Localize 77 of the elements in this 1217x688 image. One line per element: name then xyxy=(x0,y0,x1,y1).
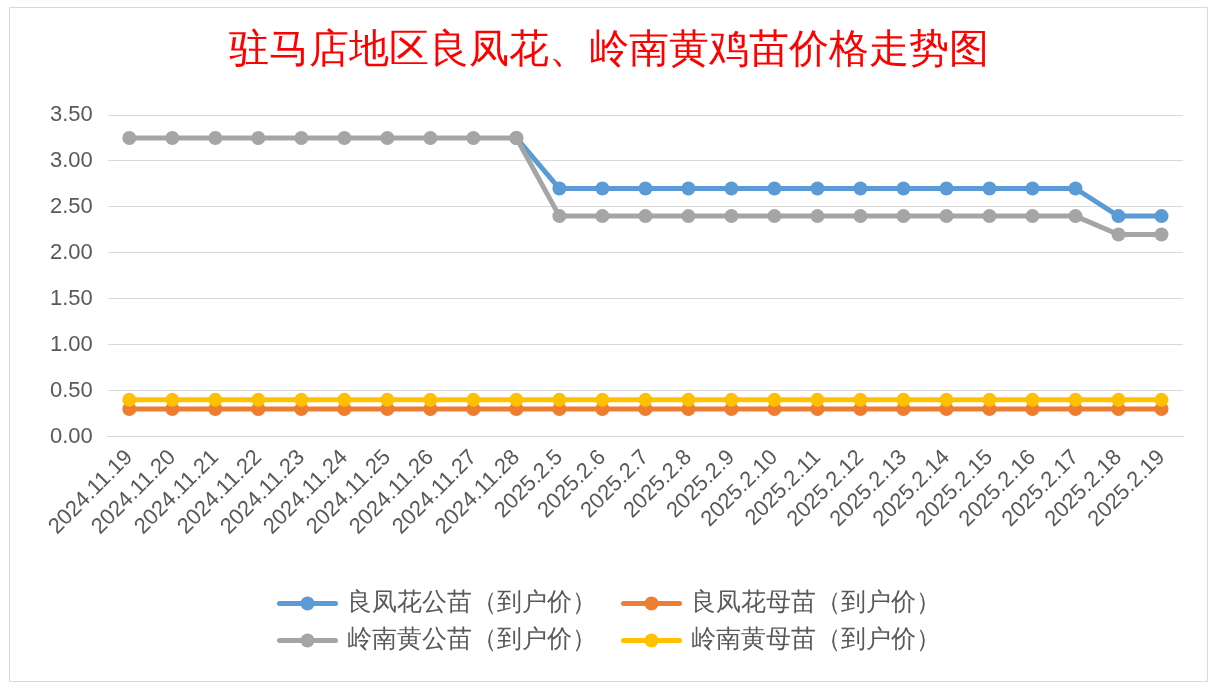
point xyxy=(552,392,567,407)
point xyxy=(1154,227,1169,242)
point xyxy=(939,181,954,196)
point xyxy=(423,130,438,145)
point xyxy=(939,209,954,224)
point xyxy=(1025,392,1040,407)
point xyxy=(552,181,567,196)
point xyxy=(337,130,352,145)
point xyxy=(724,392,739,407)
point xyxy=(681,392,696,407)
point xyxy=(1068,392,1083,407)
point xyxy=(638,209,653,224)
y-tick-label: 0.50 xyxy=(49,376,93,402)
point xyxy=(810,209,825,224)
point xyxy=(380,392,395,407)
point xyxy=(1025,181,1040,196)
point xyxy=(1111,227,1126,242)
y-tick-label: 2.50 xyxy=(49,192,93,218)
chart-title: 驻马店地区良凤花、岭南黄鸡苗价格走势图 xyxy=(229,25,989,72)
point xyxy=(251,130,266,145)
point xyxy=(1111,392,1126,407)
point xyxy=(1111,209,1126,224)
point xyxy=(681,181,696,196)
point xyxy=(1025,209,1040,224)
point xyxy=(853,181,868,196)
point xyxy=(595,392,610,407)
point xyxy=(380,130,395,145)
point xyxy=(853,209,868,224)
point xyxy=(1068,209,1083,224)
point xyxy=(939,392,954,407)
point xyxy=(853,392,868,407)
point xyxy=(767,392,782,407)
point xyxy=(1068,181,1083,196)
y-tick-label: 1.50 xyxy=(49,284,93,310)
point xyxy=(552,209,567,224)
point xyxy=(509,392,524,407)
point xyxy=(810,181,825,196)
point xyxy=(982,209,997,224)
point xyxy=(337,392,352,407)
point xyxy=(423,392,438,407)
point xyxy=(466,130,481,145)
legend-label: 岭南黄母苗（到户价） xyxy=(690,624,941,653)
point xyxy=(681,209,696,224)
legend-label: 良凤花母苗（到户价） xyxy=(690,587,941,616)
point xyxy=(208,392,223,407)
y-tick-label: 2.00 xyxy=(49,238,93,264)
y-tick-label: 3.50 xyxy=(49,101,93,127)
point xyxy=(294,392,309,407)
point xyxy=(595,209,610,224)
point xyxy=(896,392,911,407)
point xyxy=(165,392,180,407)
point xyxy=(767,209,782,224)
point xyxy=(724,181,739,196)
point xyxy=(208,130,223,145)
y-tick-label: 0.00 xyxy=(49,422,93,448)
point xyxy=(165,130,180,145)
point xyxy=(767,181,782,196)
point xyxy=(724,209,739,224)
point xyxy=(466,392,481,407)
point xyxy=(251,392,266,407)
y-tick-label: 3.00 xyxy=(49,147,93,173)
point xyxy=(294,130,309,145)
point xyxy=(810,392,825,407)
point xyxy=(896,209,911,224)
point xyxy=(638,181,653,196)
point xyxy=(896,181,911,196)
point xyxy=(122,130,137,145)
legend-label: 良凤花公苗（到户价） xyxy=(346,587,597,616)
point xyxy=(982,392,997,407)
legend-label: 岭南黄公苗（到户价） xyxy=(346,624,597,653)
point xyxy=(595,181,610,196)
point xyxy=(982,181,997,196)
point xyxy=(638,392,653,407)
point xyxy=(122,392,137,407)
point xyxy=(1154,209,1169,224)
point xyxy=(1154,392,1169,407)
y-tick-label: 1.00 xyxy=(49,330,93,356)
